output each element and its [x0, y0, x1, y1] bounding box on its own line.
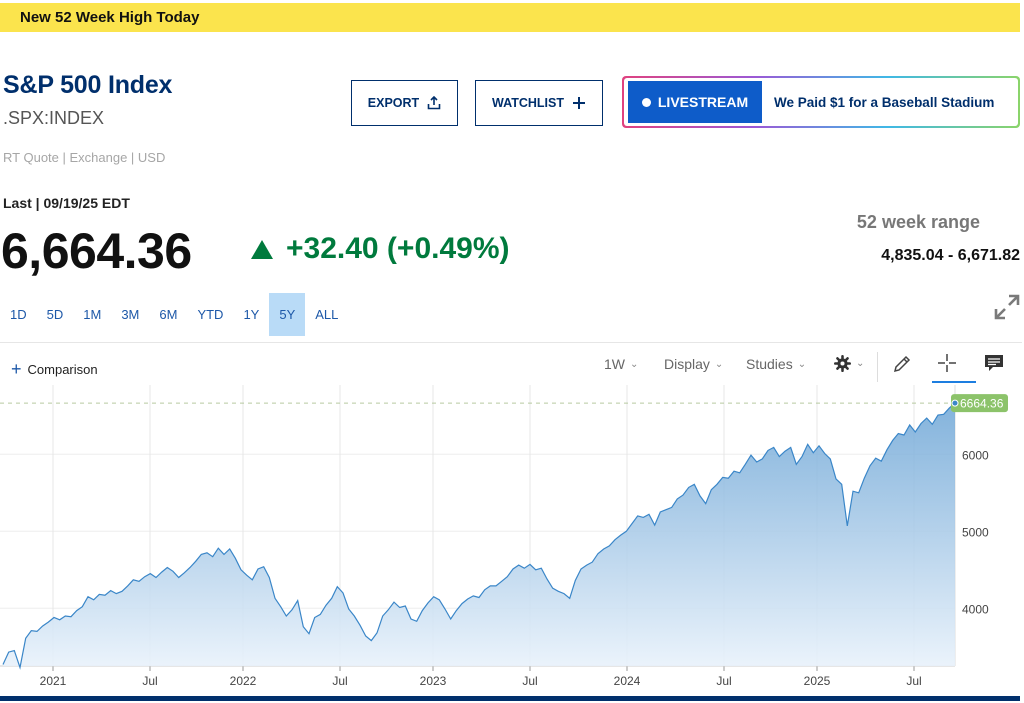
price-change: +32.40 (+0.49%): [286, 232, 510, 265]
export-button[interactable]: EXPORT: [351, 80, 458, 126]
period-5y[interactable]: 5Y: [269, 293, 306, 336]
x-tick-label: 2021: [40, 674, 67, 688]
comparison-label: Comparison: [27, 361, 98, 377]
interval-dropdown[interactable]: 1W ⌄: [604, 356, 638, 372]
y-tick-label: 5000: [962, 525, 989, 539]
studies-label: Studies: [746, 356, 793, 372]
x-tick-label: Jul: [332, 674, 347, 688]
last-value-label: 6664.36: [960, 397, 1004, 411]
last-value-badge: [951, 394, 1008, 413]
comparison-button[interactable]: + Comparison: [11, 360, 98, 378]
period-5d[interactable]: 5D: [46, 307, 64, 322]
ticker-symbol: .SPX:INDEX: [3, 108, 105, 128]
last-price: 6,664.36: [1, 223, 192, 279]
period-1m[interactable]: 1M: [83, 307, 102, 322]
live-dot-icon: [641, 97, 651, 107]
livestream-label: LIVESTREAM: [657, 94, 749, 110]
x-tick-label: 2023: [420, 674, 447, 688]
upload-icon: [427, 96, 441, 110]
plus-icon: [572, 97, 585, 109]
chevron-down-icon: ⌄: [856, 358, 865, 369]
export-label: EXPORT: [367, 96, 420, 110]
up-arrow-icon: [251, 240, 273, 259]
period-6m[interactable]: 6M: [159, 307, 178, 322]
last-updated: Last | 09/19/25 EDT: [3, 195, 130, 211]
toolbar-divider: [877, 352, 878, 382]
new-high-banner: New 52 Week High Today: [0, 3, 1020, 32]
page-title: S&P 500 Index: [3, 71, 173, 99]
chevron-down-icon: ⌄: [797, 358, 807, 370]
active-tool-indicator: [932, 381, 976, 383]
gear-icon: [834, 355, 851, 372]
period-1d[interactable]: 1D: [10, 307, 27, 322]
y-tick-label: 6000: [962, 448, 989, 462]
quote-meta: RT Quote | Exchange | USD: [3, 150, 166, 165]
comparison-plus-icon: +: [11, 359, 22, 379]
divider: [0, 342, 1022, 343]
x-tick-label: 2022: [230, 674, 257, 688]
period-1y[interactable]: 1Y: [243, 307, 260, 322]
x-tick-label: Jul: [522, 674, 537, 688]
crosshair-icon[interactable]: [937, 353, 957, 373]
livestream-promo[interactable]: LIVESTREAM We Paid $1 for a Baseball Sta…: [622, 76, 1020, 128]
display-dropdown[interactable]: Display ⌄: [664, 356, 723, 372]
bottom-bar: [0, 696, 1020, 701]
x-tick-label: Jul: [142, 674, 157, 688]
period-3m[interactable]: 3M: [121, 307, 140, 322]
studies-dropdown[interactable]: Studies ⌄: [746, 356, 806, 372]
promo-headline[interactable]: We Paid $1 for a Baseball Stadium: [774, 94, 995, 110]
period-selector: 1D 5D 1M 3M 6M YTD 1Y 5Y ALL: [0, 293, 348, 336]
price-line: [2, 402, 956, 670]
comment-icon[interactable]: [984, 354, 1004, 372]
settings-dropdown[interactable]: ⌄: [834, 355, 864, 372]
x-tick-label: 2024: [614, 674, 641, 688]
range-label: 52 week range: [856, 212, 980, 232]
y-tick-label: 4000: [962, 602, 989, 616]
chevron-down-icon: ⌄: [630, 358, 639, 370]
watchlist-label: WATCHLIST: [492, 96, 564, 110]
x-tick-label: Jul: [906, 674, 921, 688]
price-chart[interactable]: 4000 5000 6000 2021 Jul 2022 Jul 2023 Jul 2024 Ju…: [0, 385, 1020, 690]
price-area: [3, 403, 955, 668]
interval-label: 1W: [604, 356, 625, 372]
banner-text: New 52 Week High Today: [20, 9, 200, 26]
chevron-down-icon: ⌄: [714, 358, 724, 370]
display-label: Display: [664, 356, 710, 372]
promo-inner: LIVESTREAM We Paid $1 for a Baseball Sta…: [624, 78, 1018, 126]
last-point: [951, 399, 959, 407]
watchlist-button[interactable]: WATCHLIST: [475, 80, 603, 126]
range-value: 4,835.04 - 6,671.82: [881, 247, 1020, 264]
period-ytd[interactable]: YTD: [197, 307, 224, 322]
x-tick-label: 2025: [804, 674, 831, 688]
x-tick-label: Jul: [716, 674, 731, 688]
period-all[interactable]: ALL: [315, 307, 339, 322]
pencil-icon[interactable]: [892, 354, 912, 374]
livestream-badge[interactable]: LIVESTREAM: [628, 81, 762, 123]
expand-icon[interactable]: [992, 292, 1022, 322]
